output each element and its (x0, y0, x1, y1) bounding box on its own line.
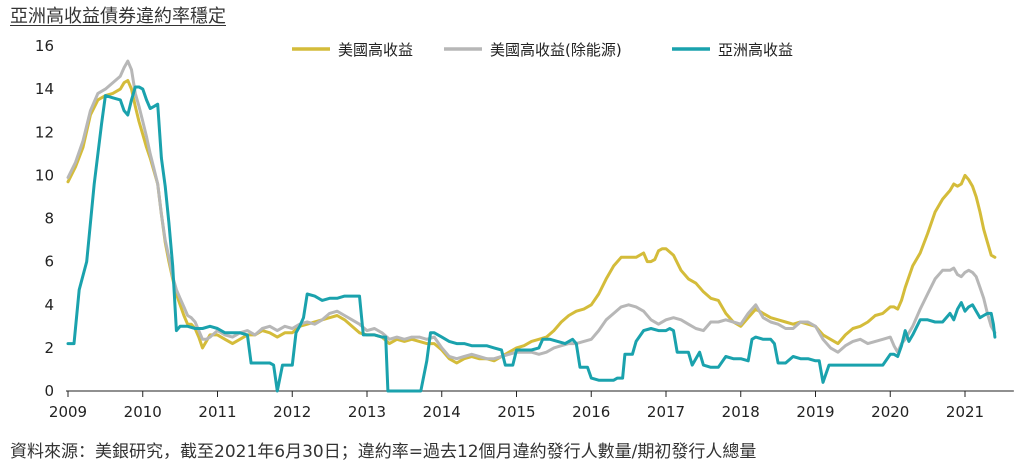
x-tick-label: 2013 (348, 403, 386, 421)
source-note: 資料來源：美銀研究，截至2021年6月30日；違約率=過去12個月違約發行人數量… (10, 442, 757, 462)
y-tick-label: 14 (35, 80, 54, 98)
x-tick-label: 2019 (796, 403, 834, 421)
x-tick-label: 2021 (946, 403, 984, 421)
x-tick-label: 2016 (572, 403, 610, 421)
x-tick-label: 2010 (124, 403, 162, 421)
x-tick-label: 2014 (423, 403, 461, 421)
y-tick-label: 4 (44, 296, 54, 314)
series-line-1 (66, 79, 997, 365)
legend-label: 亞洲高收益 (718, 41, 793, 59)
series-line-3 (66, 85, 997, 393)
y-tick-label: 0 (44, 382, 54, 400)
x-tick-label: 2017 (647, 403, 685, 421)
y-tick-label: 2 (44, 339, 54, 357)
y-tick-label: 16 (35, 37, 54, 55)
series-lines (66, 59, 997, 393)
x-tick-label: 2012 (273, 403, 311, 421)
legend-label: 美國高收益 (338, 41, 413, 59)
legend-label: 美國高收益(除能源) (490, 41, 622, 59)
y-axis-ticks: 0 2 4 6 8 10 12 14 16 (35, 37, 54, 400)
x-tick-label: 2020 (871, 403, 909, 421)
x-tick-label: 2015 (497, 403, 535, 421)
y-tick-label: 6 (44, 253, 54, 271)
x-tick-label: 2011 (198, 403, 236, 421)
chart-title: 亞洲高收益債券違約率穩定 (10, 6, 226, 27)
y-tick-label: 12 (35, 123, 54, 141)
series-line-2 (66, 59, 997, 361)
x-tick-label: 2018 (722, 403, 760, 421)
x-axis-ticks: 2009 2010 2011 2012 2013 2014 2015 2016 2017 2018… (49, 391, 984, 421)
chart-legend: 美國高收益 美國高收益(除能源) 亞洲高收益 (292, 41, 793, 59)
y-tick-label: 10 (35, 166, 54, 184)
x-tick-label: 2009 (49, 403, 87, 421)
y-tick-label: 8 (44, 210, 54, 228)
